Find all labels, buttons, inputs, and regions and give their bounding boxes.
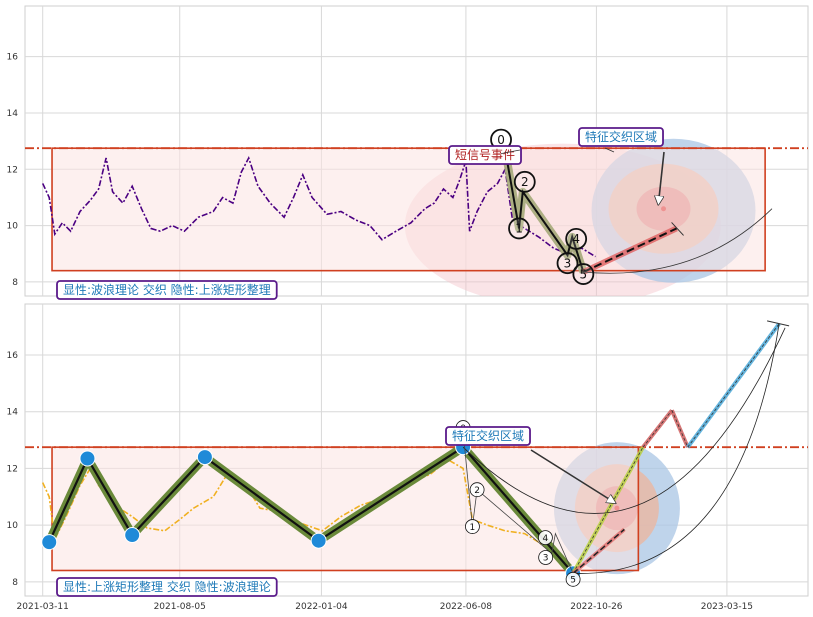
wave-number-marker xyxy=(572,263,595,285)
zigzag-node xyxy=(79,450,96,467)
wave-number-label: 4 xyxy=(543,534,549,544)
x-tick-label: 2023-03-15 xyxy=(701,602,753,612)
wave-number-label: 0 xyxy=(497,133,505,147)
y-tick-label: 14 xyxy=(7,109,19,119)
zone-label-group: 特征交织区域 xyxy=(578,127,664,147)
zigzag-node xyxy=(124,527,141,544)
pattern-label: 显性:上涨矩形整理 交织 隐性:波浪理论 xyxy=(63,579,271,594)
wave-number-label: 2 xyxy=(521,175,529,189)
breakout-segment-core xyxy=(671,410,689,448)
wave-number-marker xyxy=(513,170,536,193)
wave-number-marker xyxy=(565,571,581,587)
pattern-label-box xyxy=(56,280,278,300)
zone-arrow xyxy=(659,151,665,203)
breakout-segment-core xyxy=(642,410,673,448)
y-tick-label: 8 xyxy=(12,578,18,588)
breakout-segment-core xyxy=(572,446,644,574)
pattern-label-group: 显性:上涨矩形整理 交织 隐性:波浪理论 xyxy=(56,577,278,597)
x-tick-label: 2022-10-26 xyxy=(570,602,623,612)
event-pointer xyxy=(500,149,521,154)
zone-label-group: 特征交织区域 xyxy=(445,426,531,446)
y-tick-label: 14 xyxy=(7,408,19,418)
y-tick-label: 16 xyxy=(7,351,19,361)
consolidation-rectangle xyxy=(51,446,640,572)
zigzag-node xyxy=(41,534,58,551)
consolidation-rectangle xyxy=(51,147,766,272)
zigzag-node xyxy=(310,532,327,549)
price-series-line xyxy=(41,155,596,258)
pattern-label-group: 显性:波浪理论 交织 隐性:上涨矩形整理 xyxy=(56,280,278,300)
zone-arrow xyxy=(530,449,614,502)
wave-number-label: 2 xyxy=(474,486,480,496)
wave-number-label: 3 xyxy=(564,256,572,270)
event-label-group: 短信号事件 xyxy=(448,145,522,165)
x-tick-label: 2021-08-05 xyxy=(154,602,206,612)
wave-number-label: 1 xyxy=(515,222,523,236)
y-tick-label: 10 xyxy=(7,222,19,232)
y-tick-label: 12 xyxy=(7,165,18,175)
zigzag-node xyxy=(196,449,213,466)
wave-number-marker xyxy=(537,530,553,546)
y-tick-label: 8 xyxy=(12,278,18,288)
wave-number-marker xyxy=(565,227,588,250)
projection-line xyxy=(572,528,625,574)
plot-content: 0 1 2 34 5 xyxy=(25,128,808,296)
event-label-box xyxy=(448,145,522,165)
projection-arc xyxy=(573,323,780,574)
pattern-label-box xyxy=(56,577,278,597)
y-tick-label: 12 xyxy=(7,464,18,474)
x-tick-label: 2021-03-11 xyxy=(17,602,69,612)
wave-number-marker xyxy=(465,519,480,534)
wave-number-label: 5 xyxy=(580,267,588,281)
wave-number-marker xyxy=(508,217,530,240)
x-tick-label: 2022-01-04 xyxy=(295,602,348,612)
wave-number-marker xyxy=(469,482,485,498)
pattern-label: 显性:波浪理论 交织 隐性:上涨矩形整理 xyxy=(63,282,271,297)
zone-label-box xyxy=(445,426,531,446)
x-tick-label: 2022-06-08 xyxy=(440,602,493,612)
wave-number-marker xyxy=(538,550,554,565)
wave-number-label: 4 xyxy=(572,232,580,246)
target-marker xyxy=(671,222,684,236)
zone-label: 特征交织区域 xyxy=(585,129,657,144)
wave-number-label: 1 xyxy=(470,523,476,533)
event-label: 短信号事件 xyxy=(455,148,515,162)
bottom-panel: 810121416012345特征交织区域显性:上涨矩形整理 交织 隐性:波浪理… xyxy=(7,303,809,612)
zone-label-box xyxy=(578,127,664,147)
wave-number-label: 3 xyxy=(543,554,549,564)
zone-label: 特征交织区域 xyxy=(452,428,524,443)
projection-arc xyxy=(583,208,773,274)
y-tick-label: 16 xyxy=(7,53,19,63)
wave-line xyxy=(504,149,585,273)
target-marker xyxy=(766,320,790,327)
projection-line xyxy=(582,227,677,273)
wave-number-marker xyxy=(556,252,579,275)
breakout-segment-core xyxy=(687,323,780,448)
wave-line xyxy=(462,431,574,574)
projection-arc xyxy=(462,327,786,514)
wave-number-label: 5 xyxy=(570,576,576,586)
zone-pointer xyxy=(604,147,615,153)
y-tick-label: 10 xyxy=(7,521,19,531)
